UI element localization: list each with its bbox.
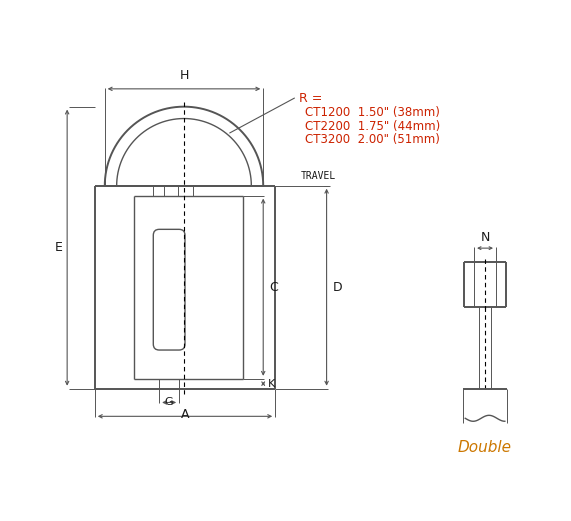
Text: N: N xyxy=(480,231,490,244)
Text: E: E xyxy=(54,241,62,254)
Text: A: A xyxy=(181,408,189,421)
Text: C: C xyxy=(269,281,278,294)
Text: H: H xyxy=(179,69,188,82)
Text: R =: R = xyxy=(299,92,322,105)
Text: D: D xyxy=(332,281,342,294)
Text: CT1200  1.50" (38mm): CT1200 1.50" (38mm) xyxy=(305,106,440,119)
Text: K: K xyxy=(268,379,275,389)
Text: Double: Double xyxy=(458,440,512,455)
Text: CT3200  2.00" (51mm): CT3200 2.00" (51mm) xyxy=(305,133,440,146)
Text: CT2200  1.75" (44mm): CT2200 1.75" (44mm) xyxy=(305,119,440,132)
Text: G: G xyxy=(165,398,174,407)
Text: TRAVEL: TRAVEL xyxy=(301,171,336,181)
